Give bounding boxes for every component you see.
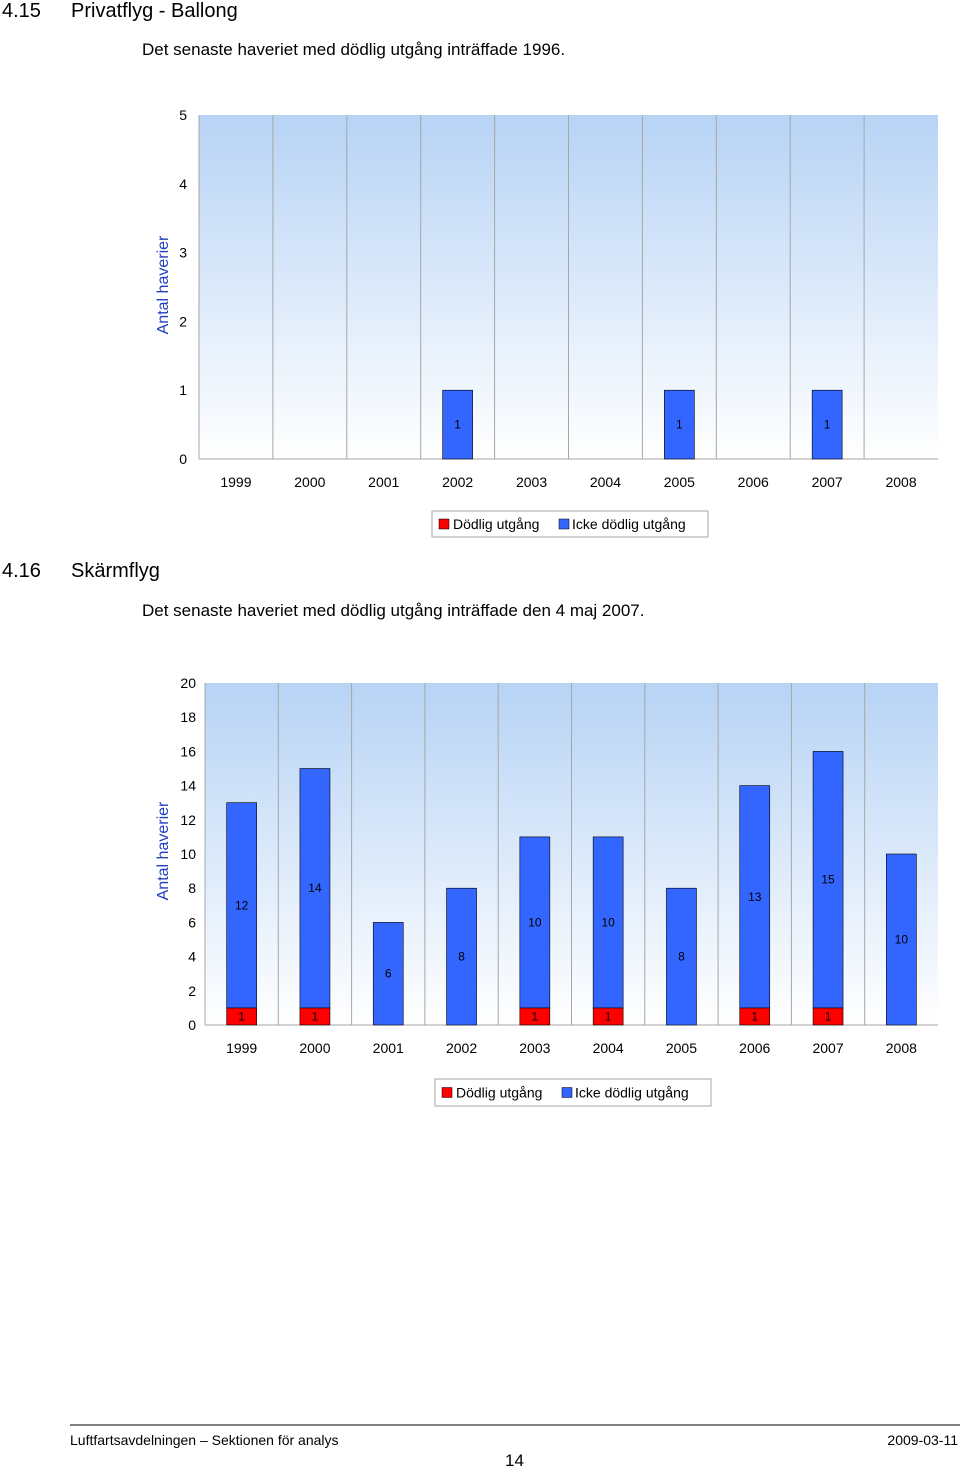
data-label: 1 bbox=[825, 1009, 832, 1023]
legend-swatch-nonfatal bbox=[558, 518, 570, 530]
y-tick-label: 6 bbox=[188, 914, 196, 930]
bar-nonfatal bbox=[666, 887, 697, 1026]
y-tick-label: 0 bbox=[188, 1017, 196, 1033]
data-label: 10 bbox=[895, 933, 909, 947]
x-tick-label: 2000 bbox=[294, 474, 325, 490]
x-tick-label: 2007 bbox=[812, 474, 843, 490]
x-tick-label: 1999 bbox=[220, 474, 251, 490]
bar-nonfatal bbox=[812, 751, 844, 1009]
legend-label-fatal: Dödlig utgång bbox=[456, 1085, 542, 1101]
data-label: 1 bbox=[751, 1009, 758, 1023]
y-axis-label: Antal haverier bbox=[155, 235, 172, 334]
x-tick-label: 2003 bbox=[516, 474, 547, 490]
x-tick-label: 2003 bbox=[519, 1040, 550, 1056]
x-tick-label: 2000 bbox=[299, 1040, 330, 1056]
bar-nonfatal bbox=[442, 389, 473, 460]
bar-nonfatal bbox=[811, 389, 843, 460]
bar-nonfatal bbox=[226, 802, 257, 1009]
y-tick-label: 0 bbox=[179, 451, 187, 467]
section-number: 4.15 bbox=[2, 0, 41, 22]
data-label: 10 bbox=[528, 915, 542, 929]
section-title: Skärmflyg bbox=[71, 560, 160, 582]
y-tick-label: 4 bbox=[188, 949, 196, 965]
legend-box bbox=[434, 1078, 712, 1107]
data-label: 1 bbox=[312, 1009, 319, 1023]
y-tick-label: 16 bbox=[180, 743, 196, 759]
x-tick-label: 1999 bbox=[226, 1040, 257, 1056]
footer-organization: Luftfartsavdelningen – Sektionen för ana… bbox=[70, 1432, 339, 1448]
bar-nonfatal bbox=[299, 768, 331, 1009]
data-label: 8 bbox=[678, 950, 685, 964]
x-tick-label: 2001 bbox=[368, 474, 399, 490]
legend-label-nonfatal: Icke dödlig utgång bbox=[572, 516, 686, 532]
y-axis-label: Antal haverier bbox=[155, 801, 172, 900]
section-title: Privatflyg - Ballong bbox=[71, 0, 238, 22]
x-tick-label: 2006 bbox=[739, 1040, 770, 1056]
y-tick-label: 2 bbox=[179, 313, 187, 329]
section-note: Det senaste haveriet med dödlig utgång i… bbox=[142, 601, 645, 620]
bar-nonfatal bbox=[372, 922, 404, 1026]
section-number: 4.16 bbox=[2, 560, 41, 582]
bar-nonfatal bbox=[446, 887, 477, 1026]
data-label: 10 bbox=[601, 915, 615, 929]
x-tick-label: 2005 bbox=[666, 1040, 697, 1056]
data-label: 8 bbox=[458, 950, 465, 964]
x-tick-label: 2005 bbox=[664, 474, 695, 490]
footer-divider bbox=[70, 1424, 960, 1426]
y-tick-label: 12 bbox=[180, 812, 196, 828]
bar-nonfatal bbox=[739, 785, 771, 1009]
y-tick-label: 14 bbox=[180, 778, 196, 794]
data-label: 15 bbox=[821, 873, 835, 887]
y-tick-label: 18 bbox=[180, 709, 196, 725]
y-tick-label: 20 bbox=[180, 675, 196, 691]
balloon-accidents-chart: 0 1 2 3 4 5 Antal haverier 1999 2000 2001 2002 2003… bbox=[155, 107, 938, 538]
data-label: 13 bbox=[748, 890, 762, 904]
x-tick-label: 2007 bbox=[812, 1040, 843, 1056]
data-label: 1 bbox=[676, 418, 683, 432]
x-tick-label: 2002 bbox=[446, 1040, 477, 1056]
data-label: 1 bbox=[532, 1009, 539, 1023]
x-tick-label: 2008 bbox=[885, 474, 916, 490]
y-tick-label: 10 bbox=[180, 846, 196, 862]
y-tick-label: 4 bbox=[179, 176, 187, 192]
section-note: Det senaste haveriet med dödlig utgång i… bbox=[142, 40, 566, 59]
data-label: 1 bbox=[238, 1009, 245, 1023]
bar-nonfatal bbox=[519, 836, 551, 1009]
y-tick-label: 5 bbox=[179, 107, 187, 123]
x-tick-label: 2004 bbox=[593, 1040, 624, 1056]
legend-swatch-fatal bbox=[441, 1087, 453, 1098]
data-label: 12 bbox=[235, 898, 249, 912]
data-label: 1 bbox=[824, 418, 831, 432]
y-tick-label: 2 bbox=[188, 983, 196, 999]
legend-box bbox=[431, 510, 709, 538]
data-label: 1 bbox=[605, 1009, 612, 1023]
legend-swatch-fatal bbox=[438, 518, 450, 530]
bar-nonfatal bbox=[664, 389, 695, 460]
y-tick-label: 3 bbox=[179, 245, 187, 261]
page-number: 14 bbox=[505, 1451, 524, 1470]
legend-label-nonfatal: Icke dödlig utgång bbox=[575, 1085, 689, 1101]
bar-nonfatal bbox=[886, 853, 917, 1026]
x-tick-label: 2006 bbox=[738, 474, 769, 490]
x-tick-label: 2002 bbox=[442, 474, 473, 490]
data-label: 1 bbox=[454, 418, 461, 432]
y-tick-label: 8 bbox=[188, 880, 196, 896]
bar-nonfatal bbox=[592, 836, 624, 1009]
footer-date: 2009-03-11 bbox=[887, 1432, 958, 1448]
data-label: 14 bbox=[308, 881, 322, 895]
legend-swatch-nonfatal bbox=[561, 1087, 573, 1098]
x-tick-label: 2001 bbox=[373, 1040, 404, 1056]
x-tick-label: 2008 bbox=[886, 1040, 917, 1056]
x-tick-label: 2004 bbox=[590, 474, 621, 490]
data-label: 6 bbox=[385, 967, 392, 981]
legend-label-fatal: Dödlig utgång bbox=[453, 516, 539, 532]
y-tick-label: 1 bbox=[179, 382, 187, 398]
